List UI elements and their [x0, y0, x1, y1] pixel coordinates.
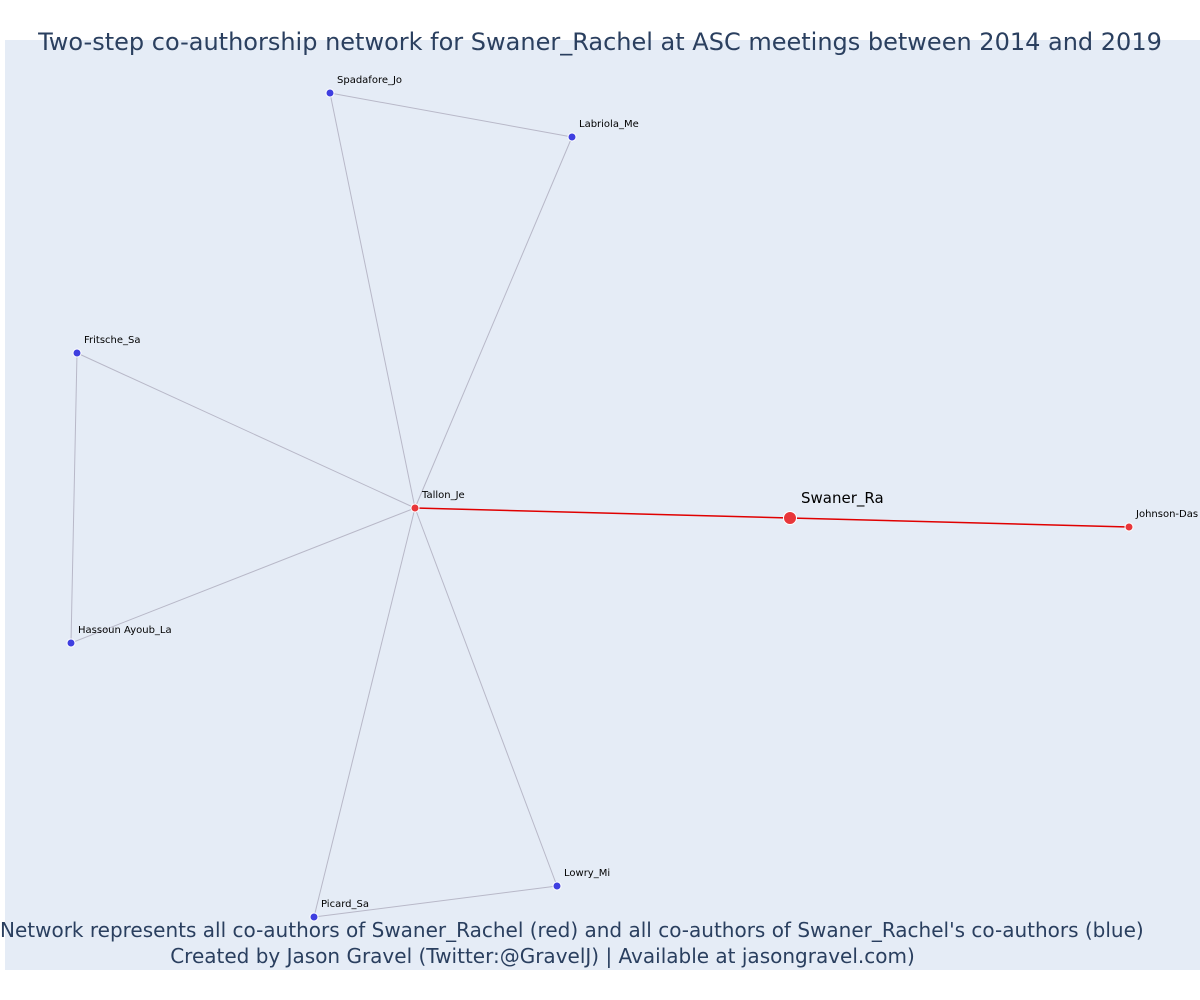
node-label: Fritsche_Sa [84, 335, 141, 346]
node-marker[interactable] [410, 503, 420, 513]
node-label: Spadafore_Jo [337, 75, 402, 86]
edge-layer [70, 92, 1130, 918]
node-label: Lowry_Mi [564, 868, 610, 879]
edge-swaner_ra-tallon_je [414, 507, 791, 519]
chart-title: Two-step co-authorship network for Swane… [38, 28, 1162, 56]
node-johnson_das[interactable]: Johnson-Das [1124, 509, 1198, 532]
credit-caption: Created by Jason Gravel (Twitter:@Gravel… [170, 944, 915, 968]
edge-spadafore_jo-labriola_me [329, 92, 573, 138]
edge-tallon_je-labriola_me [414, 136, 573, 509]
node-label: Hassoun Ayoub_La [78, 625, 172, 636]
node-marker[interactable] [66, 638, 76, 648]
edge-tallon_je-fritsche_sa [76, 352, 416, 509]
node-label: Swaner_Ra [801, 489, 884, 508]
node-marker[interactable] [783, 511, 797, 525]
node-label: Tallon_Je [421, 490, 465, 501]
node-tallon_je[interactable]: Tallon_Je [410, 490, 465, 513]
plot-area [5, 40, 1200, 970]
node-marker[interactable] [309, 912, 319, 922]
node-label: Johnson-Das [1135, 509, 1198, 520]
node-marker[interactable] [72, 348, 82, 358]
edge-swaner_ra-johnson_das [789, 517, 1130, 528]
edge-tallon_je-lowry_mi [414, 507, 558, 887]
node-marker[interactable] [567, 132, 577, 142]
node-spadafore_jo[interactable]: Spadafore_Jo [325, 75, 402, 98]
node-hassoun_la[interactable]: Hassoun Ayoub_La [66, 625, 172, 648]
node-marker[interactable] [325, 88, 335, 98]
edge-tallon_je-picard_sa [313, 507, 416, 918]
edge-tallon_je-spadafore_jo [329, 92, 416, 509]
node-lowry_mi[interactable]: Lowry_Mi [552, 868, 610, 891]
node-marker[interactable] [1124, 522, 1134, 532]
node-fritsche_sa[interactable]: Fritsche_Sa [72, 335, 141, 358]
edge-fritsche_sa-hassoun_la [70, 352, 78, 644]
node-labriola_me[interactable]: Labriola_Me [567, 119, 639, 142]
node-picard_sa[interactable]: Picard_Sa [309, 899, 369, 922]
edge-tallon_je-hassoun_la [70, 507, 416, 644]
node-label: Labriola_Me [579, 119, 639, 130]
node-swaner_ra[interactable]: Swaner_Ra [783, 489, 884, 525]
node-marker[interactable] [552, 881, 562, 891]
network-caption: Network represents all co-authors of Swa… [0, 918, 1144, 942]
node-label: Picard_Sa [321, 899, 369, 910]
node-layer: Swaner_Ra Tallon_Je Johnson-Das Spadafore_J… [66, 75, 1198, 922]
edge-lowry_mi-picard_sa [313, 885, 558, 918]
